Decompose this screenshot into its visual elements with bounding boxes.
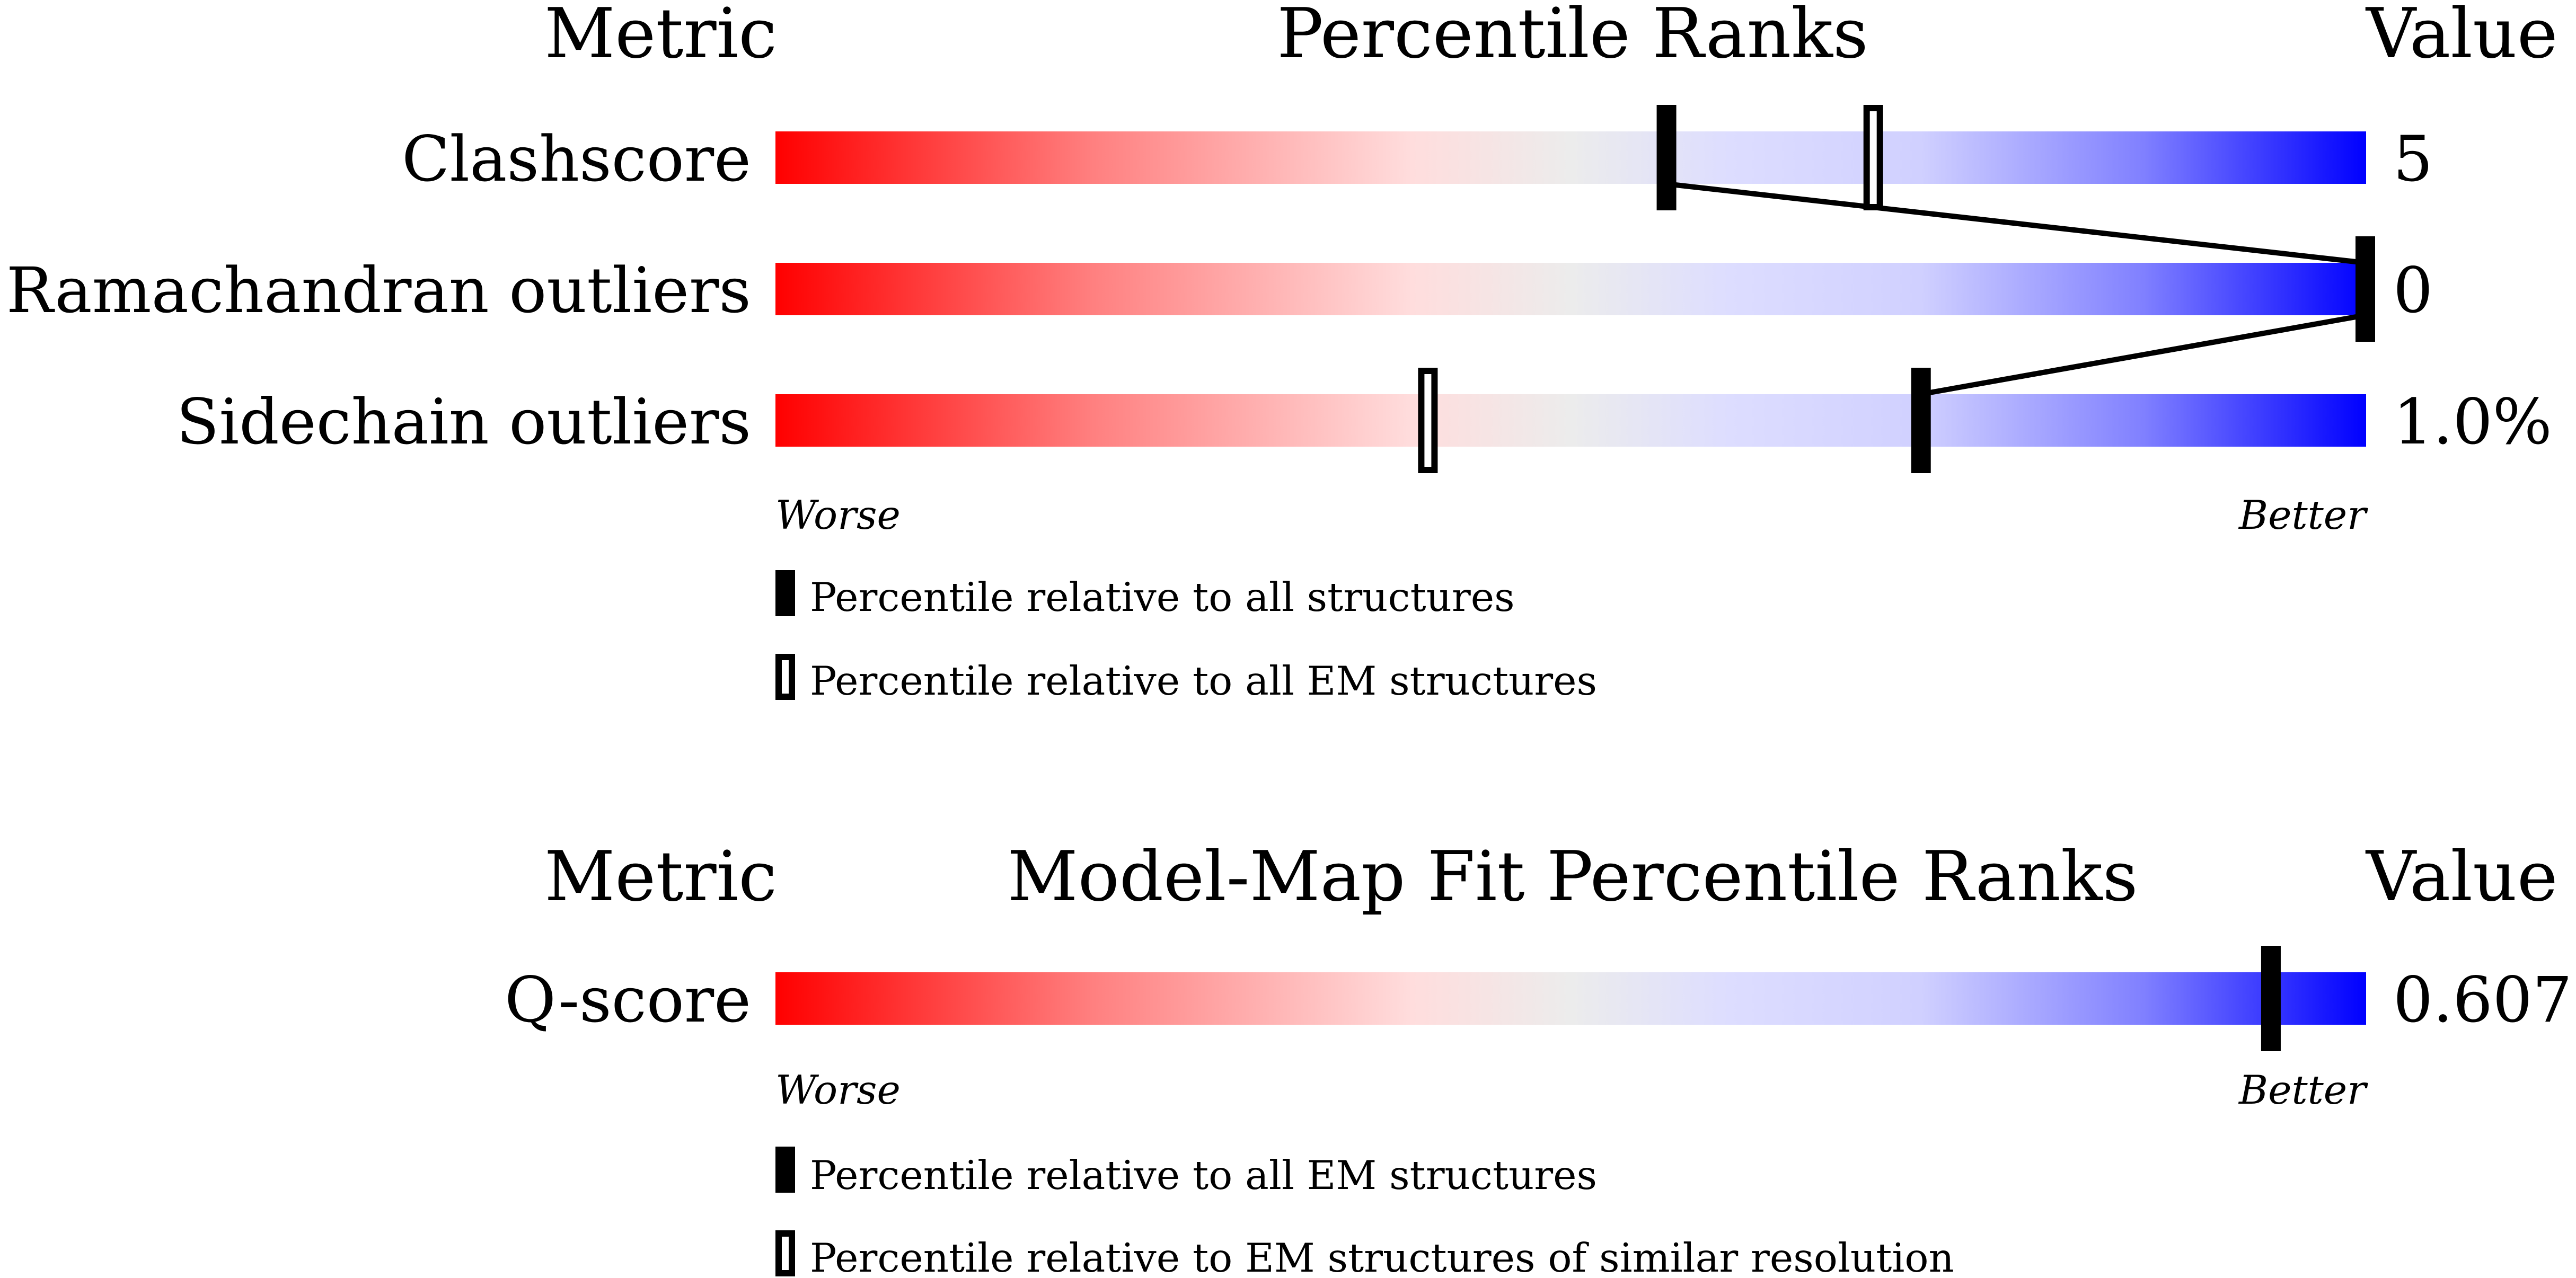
all-percentile-marker [1656, 105, 1677, 210]
legend-text-all: Percentile relative to all structures [810, 574, 1515, 620]
value-header: Value [2365, 0, 2558, 74]
metric-value-sidechain: 1.0% [2393, 385, 2552, 458]
marker-connector-line [1665, 181, 2366, 265]
secondary-percentile-marker [1863, 105, 1883, 210]
marker-connector-line [1920, 313, 2366, 397]
percentile-bar-ramachandran-outliers [775, 263, 2366, 315]
metric-header-2: Metric [544, 836, 777, 917]
metric-label-qscore: Q-score [505, 963, 751, 1036]
legend-hollow-marker-icon-2 [775, 1230, 795, 1276]
metric-label-sidechain: Sidechain outliers [177, 385, 751, 458]
better-label: Better [2238, 492, 2368, 538]
all-percentile-marker [2356, 236, 2375, 342]
legend-text-em: Percentile relative to all EM structures [810, 658, 1597, 704]
legend-filled-marker-icon-2 [775, 1147, 795, 1193]
metric-value-ramachandran: 0 [2393, 254, 2433, 327]
legend-filled-marker-icon [775, 570, 795, 616]
all-percentile-marker [1911, 368, 1931, 473]
chart-title-2: Model-Map Fit Percentile Ranks [1008, 836, 2138, 917]
metric-header: Metric [544, 0, 777, 74]
worse-label: Worse [775, 492, 901, 538]
metric-value-qscore: 0.607 [2393, 963, 2572, 1036]
worse-label-2: Worse [775, 1067, 901, 1113]
legend-text-similar-resolution: Percentile relative to EM structures of … [810, 1235, 1954, 1278]
secondary-percentile-marker [1418, 368, 1438, 473]
all-percentile-marker [2261, 946, 2281, 1051]
percentile-bar-q-score [775, 972, 2366, 1025]
metric-label-clashscore: Clashscore [402, 122, 751, 196]
percentile-bar-sidechain-outliers [775, 394, 2366, 447]
geometry-section: Metric Percentile Ranks Value Clashscore… [6, 0, 2558, 704]
percentile-bar-clashscore [775, 131, 2366, 184]
metric-label-ramachandran: Ramachandran outliers [6, 254, 751, 327]
metric-value-clashscore: 5 [2393, 122, 2433, 196]
chart-title: Percentile Ranks [1277, 0, 1868, 74]
legend-text-all-em: Percentile relative to all EM structures [810, 1152, 1597, 1199]
value-header-2: Value [2365, 836, 2558, 917]
legend-hollow-marker-icon [775, 654, 795, 700]
model-map-fit-section: Metric Model-Map Fit Percentile Ranks Va… [505, 836, 2572, 1278]
better-label-2: Better [2238, 1067, 2368, 1113]
